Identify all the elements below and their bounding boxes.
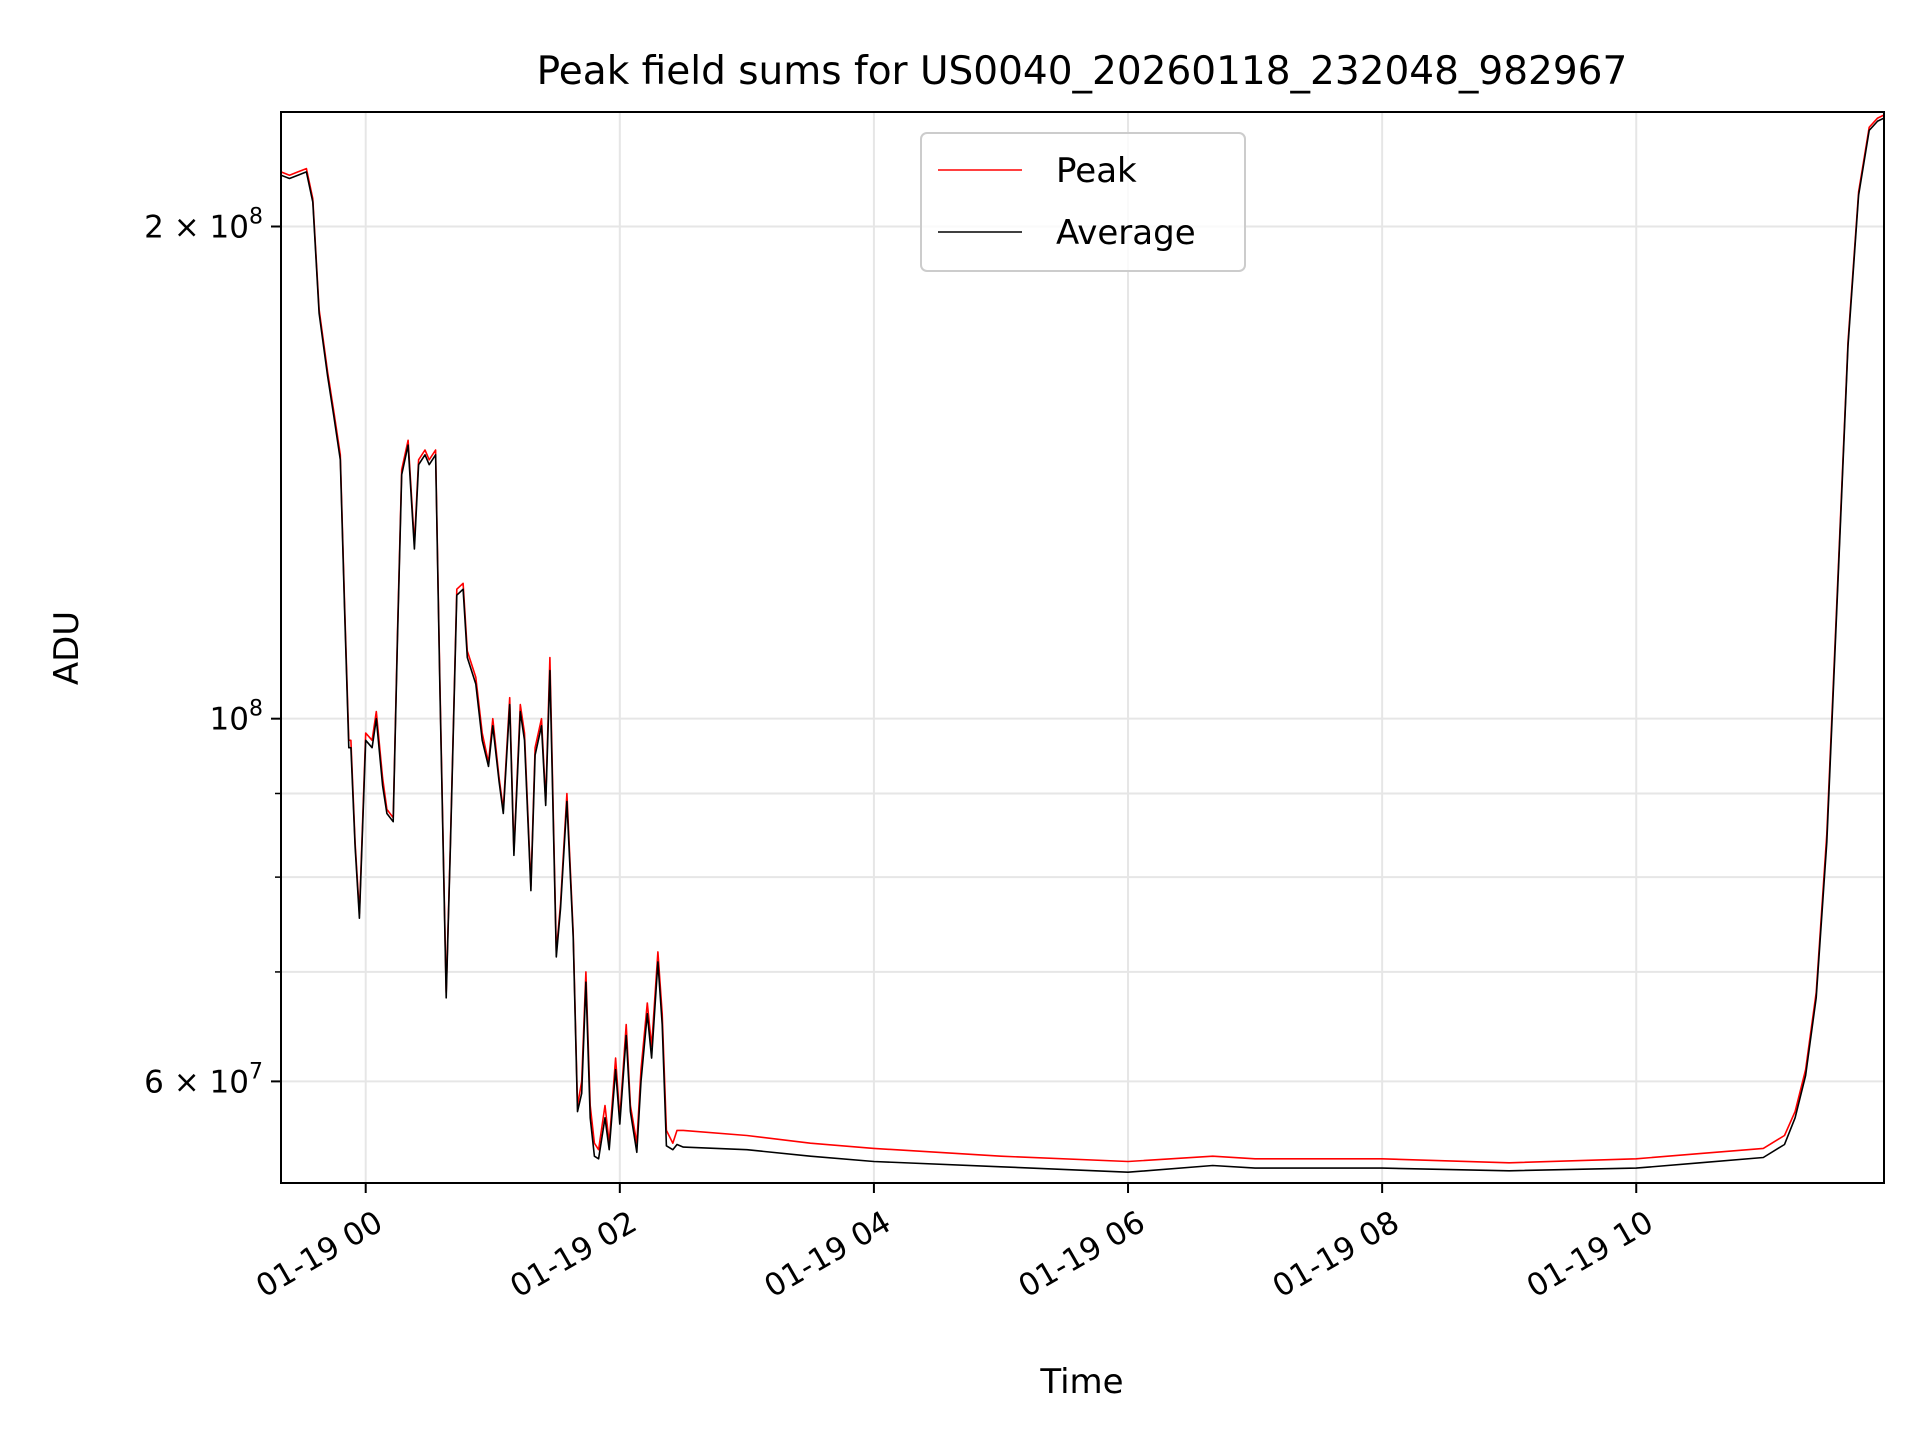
plot-frame [280, 111, 1885, 1184]
y-axis-label: ADU [47, 611, 87, 685]
x-tick-label: 01-19 06 [1013, 1204, 1152, 1305]
series-layer [281, 114, 1884, 1173]
x-tick-label: 01-19 02 [504, 1204, 643, 1305]
x-tick-label: 01-19 04 [758, 1204, 897, 1305]
legend-peak-label: Peak [1056, 151, 1137, 191]
series-peak-line [281, 114, 1884, 1164]
x-axis-label: Time [1039, 1362, 1123, 1402]
legend-box [920, 132, 1246, 272]
grid-lines [281, 112, 1884, 1183]
series-average-line [281, 117, 1884, 1173]
legend-average-label: Average [1056, 213, 1196, 253]
y-axis: 6 × 107 108 2 × 108 [144, 205, 281, 1100]
y-tick-label: 108 [210, 697, 263, 738]
x-tick-label: 01-19 00 [250, 1204, 389, 1305]
chart-title: Peak field sums for US0040_20260118_2320… [537, 49, 1628, 94]
y-tick-label: 6 × 107 [144, 1059, 263, 1100]
x-axis: 01-19 00 01-19 02 01-19 04 01-19 06 01-19 08… [250, 1183, 1659, 1305]
y-tick-label: 2 × 108 [144, 205, 263, 246]
x-tick-label: 01-19 10 [1521, 1204, 1660, 1305]
legend: Peak Average [920, 132, 1246, 272]
x-tick-label: 01-19 08 [1267, 1204, 1406, 1305]
